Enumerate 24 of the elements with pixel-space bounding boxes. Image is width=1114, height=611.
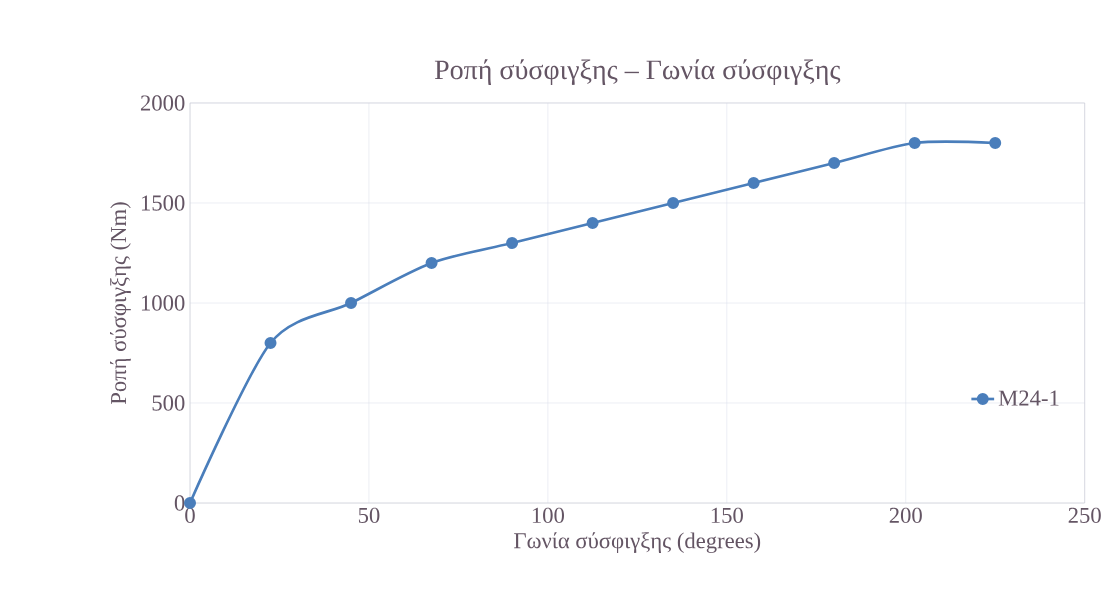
point: [667, 196, 680, 210]
x-tick-label: 150: [711, 507, 743, 524]
x-tick-label: 100: [532, 507, 565, 524]
point: [264, 336, 277, 350]
point: [747, 176, 760, 189]
y-tick-label: 1500: [141, 195, 185, 211]
x-tick-label: 250: [1068, 507, 1101, 524]
y-tick-label: 2000: [140, 95, 185, 111]
x-tick-label: 50: [358, 507, 380, 524]
point: [506, 236, 519, 249]
legend-label: M24-1: [998, 390, 1059, 406]
point: [908, 136, 921, 150]
x-tick-label: 200: [889, 507, 922, 524]
y-tick-label: 500: [152, 395, 185, 411]
y-axis-title: Ροπή σύσφιγξης (Nm): [110, 202, 131, 405]
x-axis-title: Γωνία σύσφιγξης (degrees): [514, 532, 761, 554]
point: [586, 216, 599, 229]
point: [989, 136, 1002, 150]
y-tick-label: 0: [174, 495, 185, 511]
point: [828, 156, 841, 169]
point: [345, 296, 358, 309]
point: [425, 256, 438, 270]
chart-title: Ροπή σύσφιγξης – Γωνία σύσφιγξης: [434, 59, 841, 85]
y-tick-label: 1000: [141, 295, 185, 311]
